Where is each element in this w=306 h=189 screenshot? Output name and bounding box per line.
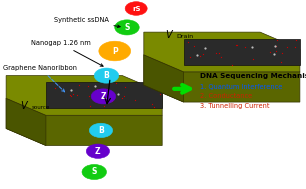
Circle shape [125,2,147,15]
Text: Drain: Drain [177,34,194,39]
Text: $V$: $V$ [165,28,174,40]
Text: Graphene Nanoribbon: Graphene Nanoribbon [3,65,77,92]
Text: 3. Tunnelling Current: 3. Tunnelling Current [200,103,269,109]
Polygon shape [6,98,162,146]
Circle shape [86,144,110,158]
Polygon shape [144,32,300,72]
Text: Nanogap 1.26 nm: Nanogap 1.26 nm [31,40,103,66]
Text: S: S [124,23,130,32]
Text: rS: rS [132,5,140,12]
Text: DNA Sequencing Mechanism: DNA Sequencing Mechanism [200,73,306,79]
Text: Z: Z [95,147,101,156]
Circle shape [94,68,119,83]
Polygon shape [46,82,162,108]
Text: Z: Z [101,92,106,101]
Text: 1. Quantum Interference: 1. Quantum Interference [200,84,282,90]
Polygon shape [6,76,162,115]
Text: B: B [104,71,109,80]
Text: $V$: $V$ [20,99,29,111]
Circle shape [115,20,139,35]
Text: B: B [98,126,104,135]
Polygon shape [144,55,300,102]
Polygon shape [184,39,300,65]
Text: source: source [32,105,50,110]
Text: 2. Conductance: 2. Conductance [200,93,252,99]
Circle shape [82,164,106,180]
Circle shape [89,123,113,138]
Text: Synthetic ssDNA: Synthetic ssDNA [54,17,120,28]
Polygon shape [144,55,184,102]
Circle shape [99,41,131,61]
Circle shape [91,89,116,104]
Polygon shape [6,98,46,146]
Text: S: S [91,167,97,177]
Text: P: P [112,46,118,56]
